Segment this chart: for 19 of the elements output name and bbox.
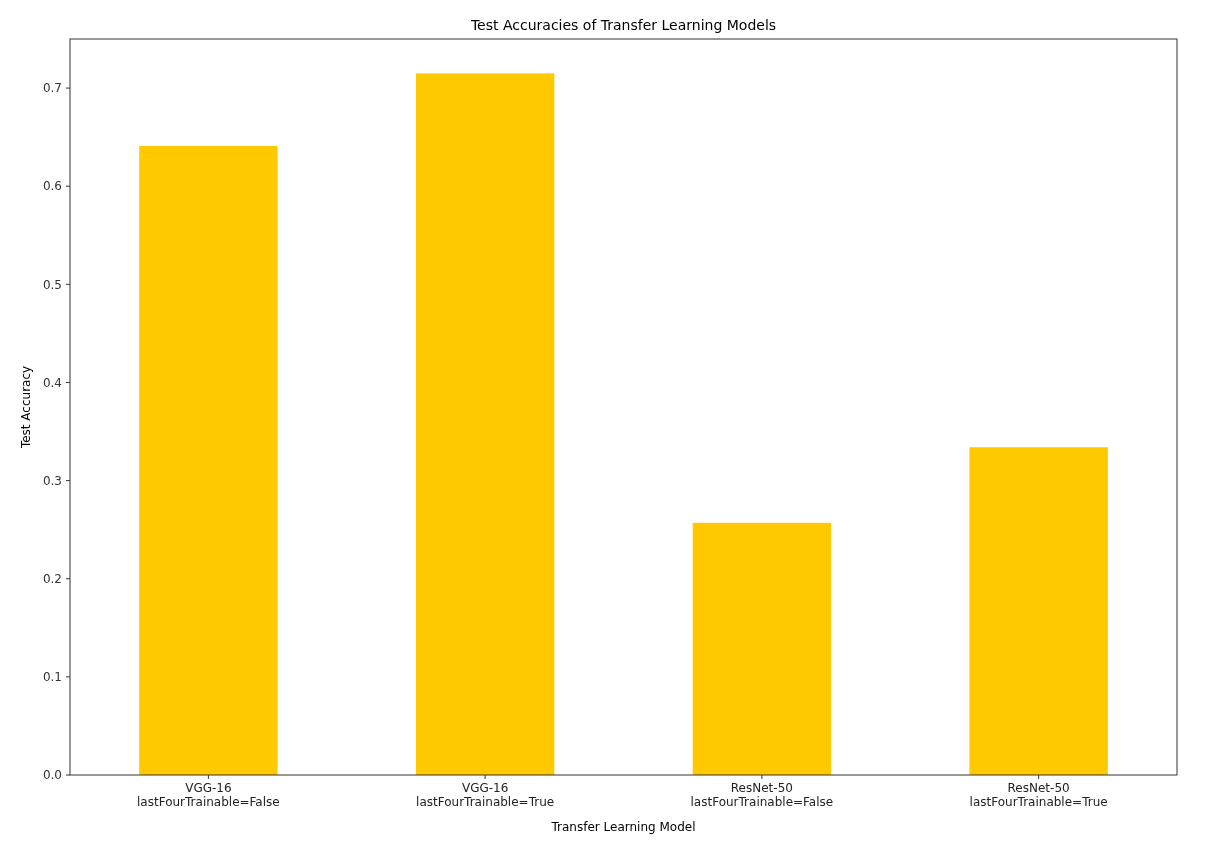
- y-axis-title: Test Accuracy: [19, 365, 33, 450]
- y-tick-label: 0.0: [42, 768, 62, 783]
- y-tick-label: 0.2: [42, 571, 62, 586]
- bar: [692, 522, 832, 775]
- y-tick-label: 0.4: [42, 375, 62, 390]
- y-tick-label: 0.7: [42, 81, 62, 96]
- bar: [969, 447, 1108, 775]
- y-tick-label: 0.5: [42, 277, 62, 292]
- x-axis-title: Transfer Learning Model: [550, 820, 696, 834]
- x-tick-label: VGG-16 lastFourTrainable=False: [137, 781, 280, 809]
- y-tick-label: 0.1: [42, 670, 62, 685]
- x-tick-label: ResNet-50 lastFourTrainable=False: [690, 781, 834, 809]
- x-tick-label: VGG-16 lastFourTrainable=True: [416, 781, 555, 809]
- x-tick-label: ResNet-50 lastFourTrainable=True: [969, 781, 1108, 809]
- y-tick-label: 0.3: [42, 473, 62, 488]
- bar: [139, 145, 278, 775]
- y-tick-label: 0.6: [42, 179, 62, 194]
- bar: [415, 73, 555, 775]
- chart-title: Test Accuracies of Transfer Learning Models: [469, 17, 777, 33]
